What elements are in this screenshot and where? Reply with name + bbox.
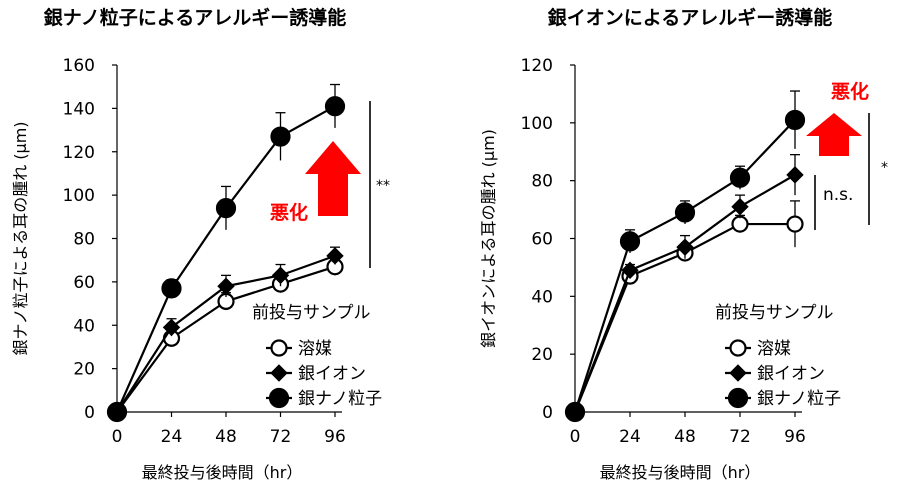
chart-2: 銀イオンによるアレルギー誘導能 0 20 40 60 80 100 120 0 24 48 72 96 最…	[479, 6, 888, 482]
legend-label: 溶媒	[298, 339, 332, 359]
legend-label: 銀イオン	[757, 364, 825, 384]
y-tick-label: 40	[531, 287, 553, 307]
x-tick-label: 24	[619, 427, 641, 447]
y-tick-label: 0	[84, 403, 95, 423]
y-tick-label: 0	[542, 403, 553, 423]
data-point	[621, 261, 639, 280]
y-tick-label: 140	[63, 99, 95, 119]
y-tick-label: 20	[73, 360, 95, 380]
x-tick-label: 96	[784, 427, 806, 447]
legend-label: 溶媒	[757, 339, 791, 359]
y-tick-label: 60	[531, 230, 553, 250]
legend-label: 銀ナノ粒子	[298, 389, 382, 409]
y-tick-label: 80	[73, 230, 95, 250]
legend-marker	[270, 364, 288, 382]
chart-2-title: 銀イオンによるアレルギー誘導能	[548, 6, 832, 29]
x-axis-label: 最終投与後時間（hr）	[142, 463, 303, 482]
x-tick-label: 48	[674, 427, 696, 447]
y-tick-label: 120	[521, 56, 553, 76]
chart-1: 銀ナノ粒子によるアレルギー誘導能 0 20 40 60 80 100 120 140 160 0 24…	[11, 6, 390, 482]
x-tick-label: 0	[570, 427, 581, 447]
series-3	[106, 83, 346, 423]
y-tick-label: 20	[531, 345, 553, 365]
data-point	[270, 126, 291, 147]
data-point	[564, 401, 586, 423]
data-point	[162, 318, 181, 337]
x-tick-label: 72	[270, 427, 292, 447]
x-tick-label: 96	[324, 427, 346, 447]
effect-label: 悪化	[270, 201, 308, 224]
y-tick-label: 100	[63, 186, 95, 206]
legend-label: 銀イオン	[298, 364, 366, 384]
legend-title: 前投与サンプル	[252, 303, 371, 323]
legend-marker	[729, 339, 747, 357]
significance-label: *	[881, 160, 888, 176]
legend-marker	[727, 387, 749, 409]
y-tick-label: 60	[73, 273, 95, 293]
y-axis-label: 銀イオンによる耳の腫れ (µm)	[479, 129, 498, 348]
legend-title: 前投与サンプル	[715, 303, 834, 323]
legend-marker	[729, 364, 747, 382]
series-3	[564, 90, 806, 423]
legend-marker	[270, 339, 288, 357]
chart-1-title: 銀ナノ粒子によるアレルギー誘導能	[44, 6, 346, 29]
data-point	[215, 198, 237, 219]
data-point	[731, 215, 749, 233]
effect-label: 悪化	[831, 80, 869, 103]
red-up-arrow	[806, 113, 862, 156]
y-axis-label: 銀ナノ粒子による耳の腫れ (µm)	[11, 121, 30, 355]
data-point	[271, 266, 290, 285]
x-axis-label: 最終投与後時間（hr）	[600, 463, 761, 482]
data-point	[106, 401, 128, 423]
data-point	[729, 167, 751, 188]
data-point	[161, 278, 182, 299]
data-point	[786, 166, 804, 184]
data-point	[784, 109, 806, 131]
legend-marker	[268, 387, 290, 409]
ns-label: n.s.	[823, 185, 853, 205]
significance-label: **	[376, 178, 390, 194]
red-up-arrow	[305, 141, 361, 216]
y-tick-label: 40	[73, 316, 95, 336]
data-point	[217, 277, 235, 295]
y-tick-label: 100	[521, 114, 553, 134]
data-point	[326, 247, 344, 265]
y-tick-label: 160	[63, 56, 95, 76]
legend-label: 銀ナノ粒子	[757, 389, 841, 409]
data-point	[619, 231, 641, 252]
y-tick-label: 120	[63, 143, 95, 163]
x-tick-label: 0	[112, 427, 123, 447]
data-point	[674, 202, 696, 223]
data-point	[731, 197, 749, 216]
data-point	[786, 215, 804, 233]
x-tick-label: 48	[215, 427, 237, 447]
data-point	[324, 96, 346, 117]
x-tick-label: 72	[729, 427, 751, 447]
x-tick-label: 24	[161, 427, 183, 447]
y-tick-label: 80	[531, 172, 553, 192]
data-point	[676, 238, 694, 256]
